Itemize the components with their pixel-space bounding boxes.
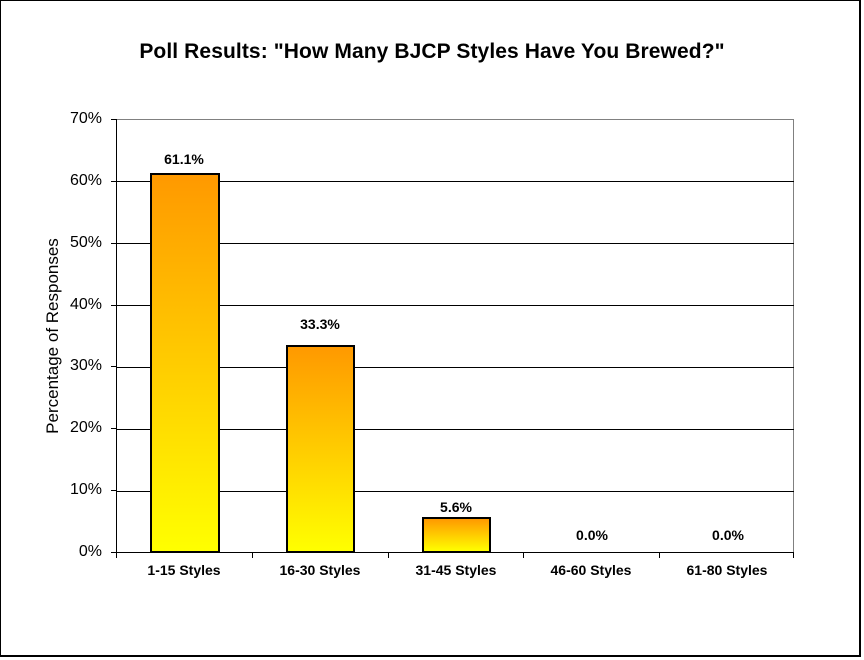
data-label: 5.6% — [440, 499, 472, 515]
data-label: 0.0% — [712, 527, 744, 543]
gridline-40 — [116, 305, 794, 306]
x-tick-label: 31-45 Styles — [415, 562, 497, 578]
y-tick-label: 50% — [69, 234, 102, 251]
y-tick-label: 40% — [69, 296, 102, 313]
y-tick — [111, 552, 116, 553]
x-tick — [388, 552, 389, 558]
x-tick — [793, 552, 794, 558]
y-tick — [111, 366, 116, 367]
x-tick-label: 61-80 Styles — [686, 562, 768, 578]
x-tick — [252, 552, 253, 558]
x-tick-label: 1-15 Styles — [147, 562, 221, 578]
y-tick — [111, 119, 116, 120]
y-tick — [111, 181, 116, 182]
y-axis-title: Percentage of Responses — [43, 238, 62, 434]
y-tick — [111, 428, 116, 429]
y-axis-line — [116, 119, 117, 553]
y-tick-label: 0% — [78, 543, 102, 560]
bar-31-45-styles — [422, 517, 491, 553]
y-tick-label: 30% — [69, 357, 102, 374]
chart-title: Poll Results: "How Many BJCP Styles Have… — [139, 40, 725, 63]
y-tick-label: 60% — [69, 172, 102, 189]
x-tick — [659, 552, 660, 558]
bar-1-15-styles — [150, 173, 220, 553]
x-tick — [523, 552, 524, 558]
plot-area — [116, 119, 794, 552]
data-label: 0.0% — [576, 527, 608, 543]
gridline-30 — [116, 367, 794, 368]
data-label: 33.3% — [300, 316, 340, 332]
y-tick — [111, 305, 116, 306]
x-tick-label: 46-60 Styles — [550, 562, 632, 578]
y-tick — [111, 243, 116, 244]
y-tick-label: 70% — [69, 110, 102, 127]
gridline-50 — [116, 243, 794, 244]
y-tick — [111, 490, 116, 491]
data-label: 61.1% — [164, 151, 204, 167]
y-tick-label: 10% — [69, 481, 102, 498]
x-tick — [116, 552, 117, 558]
gridline-20 — [116, 429, 794, 430]
y-tick-label: 20% — [69, 419, 102, 436]
bar-16-30-styles — [286, 345, 355, 553]
x-tick-label: 16-30 Styles — [279, 562, 361, 578]
gridline-10 — [116, 491, 794, 492]
gridline-60 — [116, 181, 794, 182]
